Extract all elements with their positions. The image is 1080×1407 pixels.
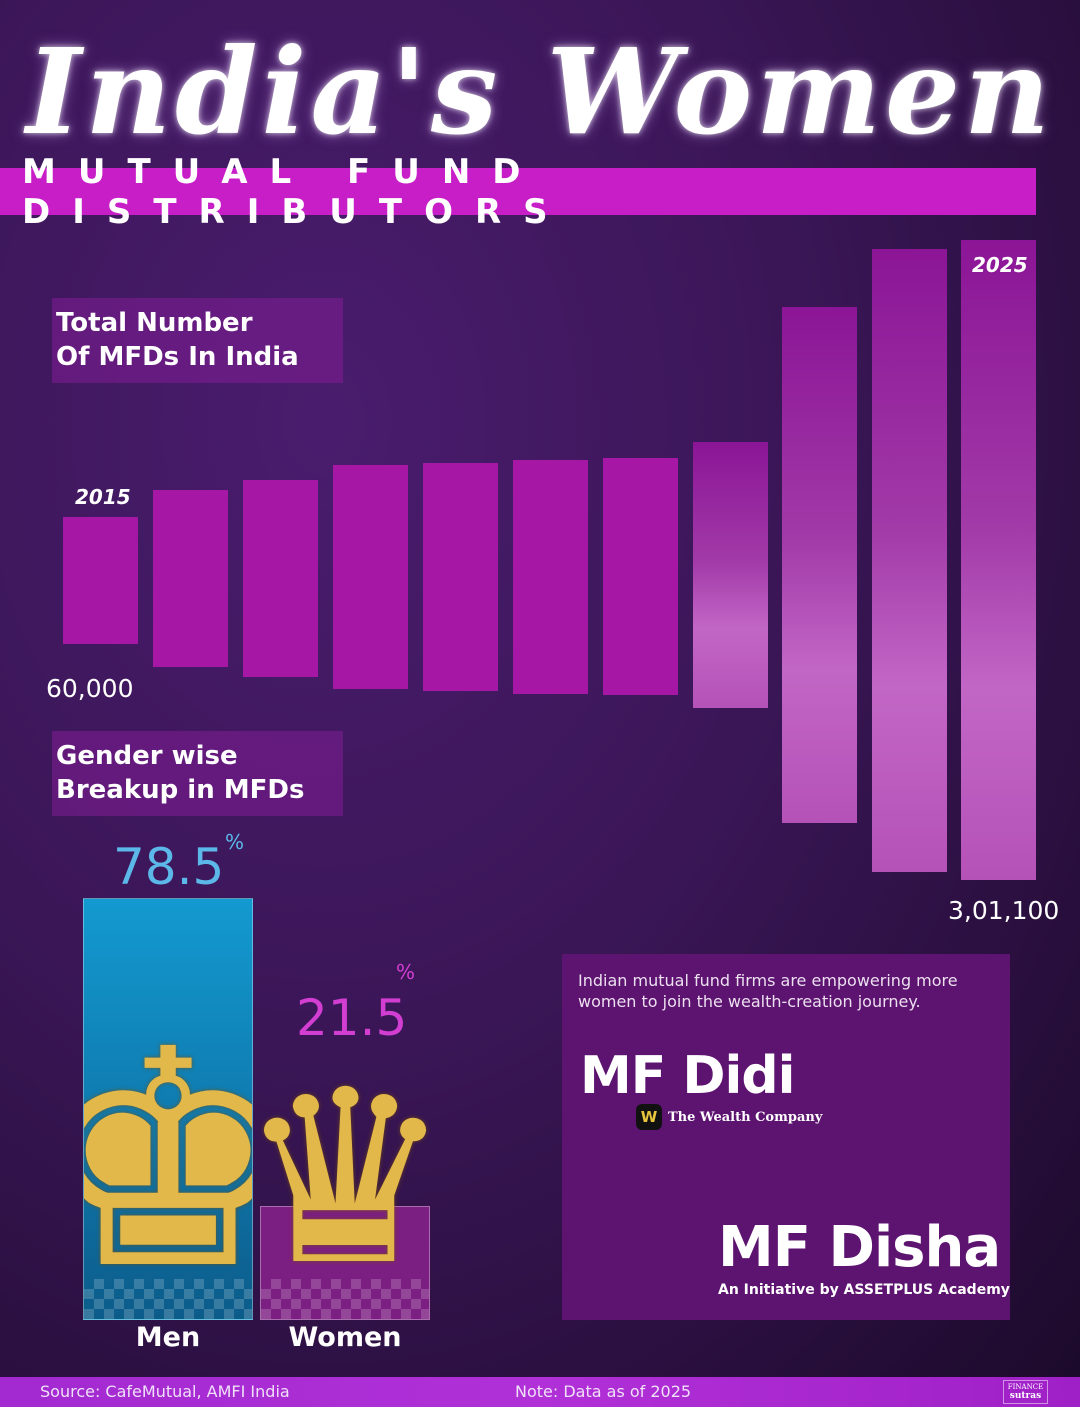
bar-2025 — [961, 240, 1036, 880]
info-box: Indian mutual fund firms are empowering … — [562, 954, 1010, 1320]
mf-didi-logo: MF Didi — [580, 1046, 795, 1106]
checker-floor — [261, 1279, 429, 1319]
end-value-label: 3,01,100 — [948, 896, 1060, 925]
total-mfds-label: Total Number Of MFDs In India — [52, 298, 343, 383]
note-text: Note: Data as of 2025 — [515, 1382, 692, 1401]
women-label: Women — [288, 1322, 402, 1353]
men-percent-sign: % — [225, 830, 245, 854]
mf-disha-logo: MF Disha — [718, 1215, 1001, 1280]
end-year-label: 2025 — [972, 253, 1028, 277]
page-title: India's Women — [26, 22, 1054, 161]
finance-sutras-logo: FINANCE sutras — [1003, 1380, 1048, 1404]
women-bar — [260, 1206, 430, 1320]
assetplus-initiative-text: An Initiative by ASSETPLUS Academy — [718, 1282, 1010, 1298]
gender-label-line1: Gender wise — [56, 741, 238, 771]
bar-2018 — [333, 465, 408, 689]
gender-breakup-label: Gender wise Breakup in MFDs — [52, 731, 343, 816]
bar-2017 — [243, 480, 318, 677]
gender-label-line2: Breakup in MFDs — [56, 775, 305, 805]
bar-2016 — [153, 490, 228, 667]
bar-2024 — [872, 249, 947, 872]
bar-2020 — [513, 460, 588, 694]
footer: Source: CafeMutual, AMFI India Note: Dat… — [0, 1377, 1080, 1407]
chess-king-icon: ♚ — [84, 1011, 252, 1311]
subtitle-band: MUTUAL FUND DISTRIBUTORS — [0, 152, 1036, 232]
info-text: Indian mutual fund firms are empowering … — [578, 971, 958, 1011]
source-text: Source: CafeMutual, AMFI India — [40, 1382, 290, 1401]
bar-2019 — [423, 463, 498, 691]
total-label-line2: Of MFDs In India — [56, 342, 299, 372]
men-bar: ♚ — [83, 898, 253, 1320]
wealth-company-icon: W — [636, 1104, 662, 1130]
start-value-label: 60,000 — [46, 674, 134, 703]
wealth-company-text: The Wealth Company — [668, 1109, 823, 1125]
checker-floor — [84, 1279, 252, 1319]
women-percent-sign: % — [396, 960, 416, 984]
women-percentage: 21.5 — [296, 989, 408, 1047]
bar-2023 — [782, 307, 857, 823]
brand-top: FINANCE — [1007, 1383, 1044, 1391]
men-percentage: 78.5 — [113, 838, 225, 896]
total-label-line1: Total Number — [56, 308, 253, 338]
bar-2022 — [693, 442, 768, 708]
men-label: Men — [135, 1322, 201, 1353]
start-year-label: 2015 — [75, 485, 131, 509]
chess-queen-icon: ♛ — [237, 1038, 453, 1318]
brand-bottom: sutras — [1009, 1391, 1042, 1401]
bar-2021 — [603, 458, 678, 695]
bar-2015 — [63, 517, 138, 644]
page-subtitle: MUTUAL FUND DISTRIBUTORS — [22, 151, 570, 232]
wealth-company-tagline: W The Wealth Company — [636, 1104, 822, 1130]
